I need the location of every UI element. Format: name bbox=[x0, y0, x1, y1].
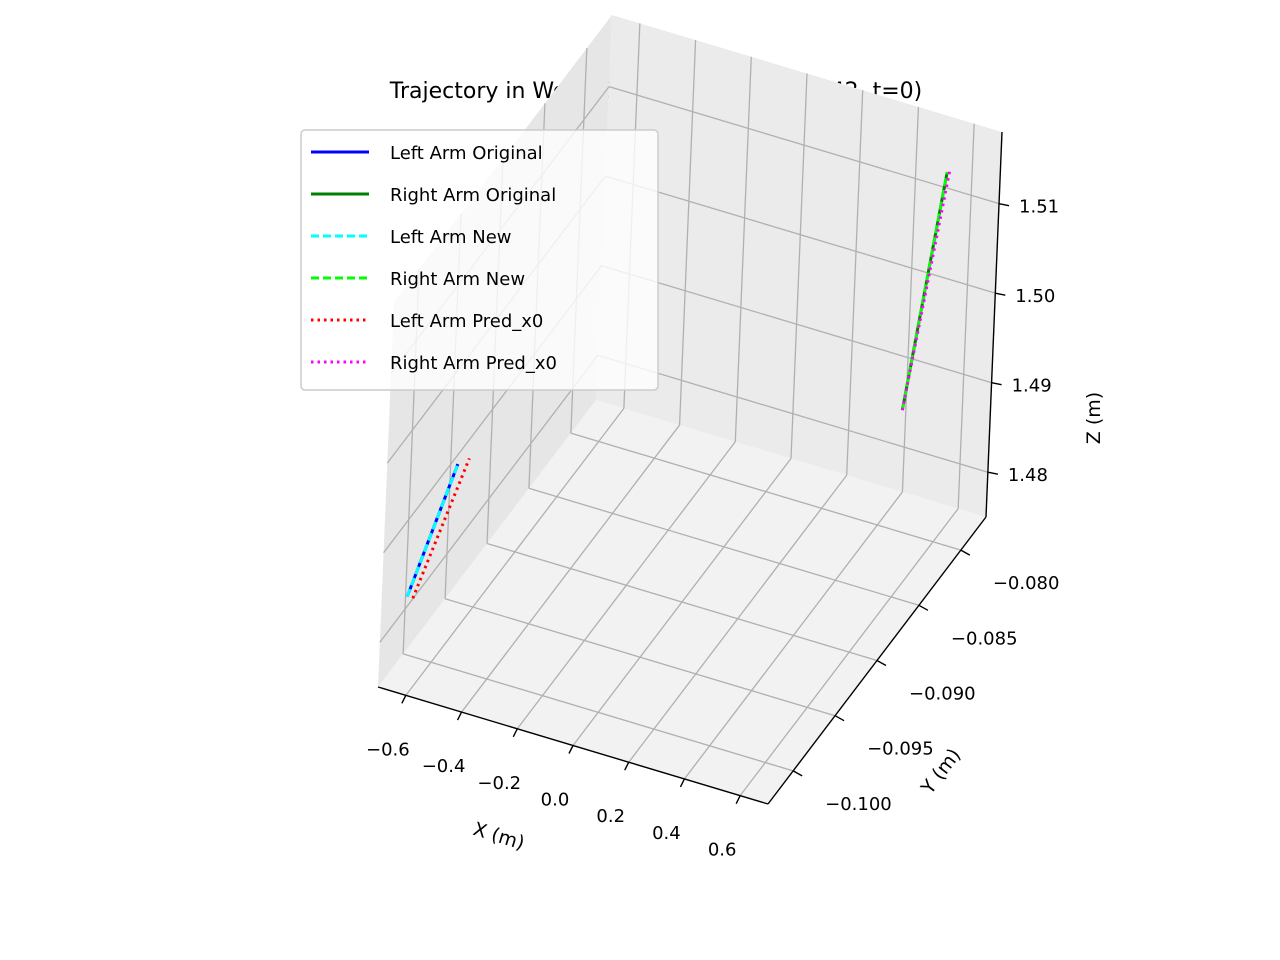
tick-marks: −0.6 −0.4 −0.2 0.0 0.2 0.4 0.6 −0.100 −0.095 −0.0… bbox=[366, 197, 1059, 861]
y-grid-floor bbox=[528, 487, 920, 606]
x-tick-label: 0.6 bbox=[708, 840, 737, 861]
z-grid-left bbox=[379, 354, 599, 643]
z-tick-label: 1.49 bbox=[1012, 376, 1052, 397]
series-line-left-arm-original bbox=[405, 463, 460, 598]
legend: Left Arm Original Right Arm Original Left … bbox=[300, 129, 659, 391]
x-tick-mark bbox=[679, 778, 686, 788]
x-grid-back bbox=[734, 56, 752, 442]
series-line-left-arm-pred-x0 bbox=[411, 457, 471, 599]
legend-label-right-arm-pred-x0: Right Arm Pred_x0 bbox=[390, 353, 557, 374]
y-tick-label: −0.080 bbox=[993, 573, 1060, 594]
z-tick-mark bbox=[991, 382, 1002, 386]
x-tick-mark bbox=[735, 795, 741, 804]
y-tick-mark bbox=[960, 549, 971, 556]
z-tick-label: 1.50 bbox=[1015, 286, 1055, 307]
x-tick-label: −0.4 bbox=[422, 756, 466, 777]
legend-label-right-arm-original: Right Arm Original bbox=[390, 185, 556, 206]
z-tick-mark bbox=[987, 471, 998, 475]
z-grid-back bbox=[597, 354, 989, 473]
x-tick-label: 0.2 bbox=[596, 806, 625, 827]
legend-label-right-arm-new: Right Arm New bbox=[390, 269, 525, 290]
x-grid-back bbox=[846, 90, 864, 476]
x-tick-mark bbox=[401, 695, 407, 704]
legend-label-left-arm-new: Left Arm New bbox=[390, 227, 512, 248]
z-grid-back bbox=[601, 265, 992, 384]
x-tick-mark bbox=[568, 745, 574, 754]
x-tick-mark bbox=[456, 711, 463, 721]
y-tick-label: −0.095 bbox=[867, 739, 934, 760]
y-tick-label: −0.090 bbox=[909, 684, 976, 705]
x-tick-mark bbox=[512, 728, 518, 738]
plot-area bbox=[405, 168, 952, 599]
z-tick-label: 1.48 bbox=[1008, 465, 1048, 486]
z-tick-mark bbox=[998, 202, 1010, 207]
x-grid-back bbox=[901, 106, 920, 492]
y-grid-floor bbox=[402, 653, 794, 772]
z-grid-back bbox=[608, 86, 1000, 205]
y-grid-floor bbox=[486, 542, 878, 662]
x-tick-label: 0.0 bbox=[541, 790, 570, 811]
y-grid-floor bbox=[570, 432, 962, 551]
x-tick-label: −0.6 bbox=[366, 739, 410, 760]
y-tick-label: −0.100 bbox=[825, 794, 892, 815]
z-tick-label: 1.51 bbox=[1019, 197, 1059, 218]
z-grid-back bbox=[605, 175, 996, 294]
y-tick-mark bbox=[876, 659, 887, 667]
legend-label-left-arm-original: Left Arm Original bbox=[390, 143, 543, 164]
x-grid-back bbox=[678, 40, 697, 426]
z-axis-label: Z (m) bbox=[1083, 392, 1105, 444]
x-grid-back bbox=[790, 73, 808, 459]
y-tick-mark bbox=[792, 770, 803, 777]
y-tick-mark bbox=[834, 715, 845, 722]
legend-label-left-arm-pred-x0: Left Arm Pred_x0 bbox=[390, 311, 543, 332]
y-grid-floor bbox=[444, 598, 836, 717]
legend-frame bbox=[300, 129, 659, 391]
series-line-right-arm-pred-x0 bbox=[900, 168, 952, 411]
x-tick-label: 0.4 bbox=[652, 823, 681, 844]
y-tick-mark bbox=[918, 604, 929, 611]
z-tick-mark bbox=[995, 292, 1006, 296]
z-axis-line bbox=[985, 131, 1003, 518]
x-tick-label: −0.2 bbox=[477, 773, 521, 794]
y-tick-label: −0.085 bbox=[951, 628, 1018, 649]
x-grid-back bbox=[957, 123, 975, 509]
x-tick-mark bbox=[624, 761, 630, 771]
x-axis-label: X (m) bbox=[470, 818, 527, 854]
